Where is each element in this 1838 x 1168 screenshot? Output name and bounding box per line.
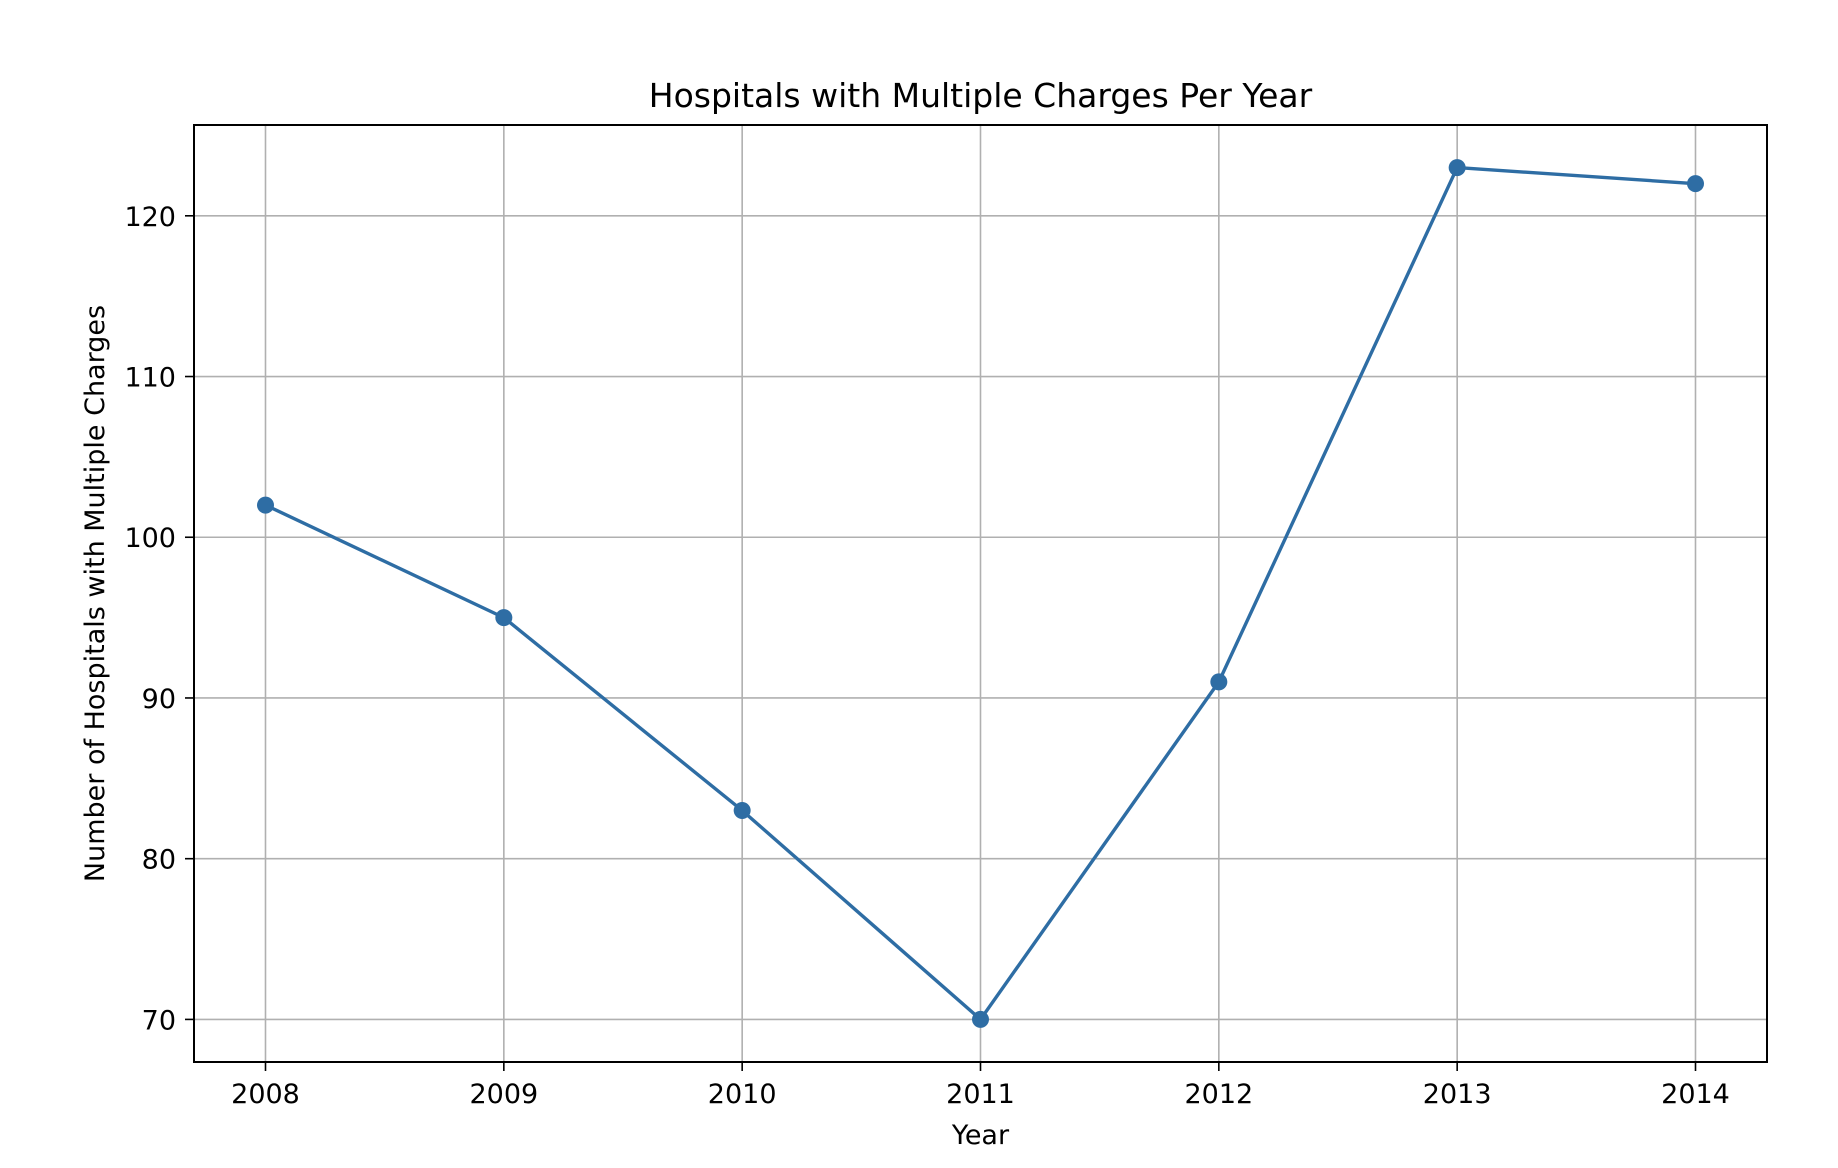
data-point [1687,175,1704,193]
data-point [495,609,513,627]
series-layer [257,159,1704,1028]
x-axis-label: Year [951,1120,1010,1151]
x-tick-label: 2009 [469,1079,538,1110]
x-tick-label: 2008 [231,1079,300,1110]
data-point [733,801,751,819]
data-point [1210,673,1228,691]
y-tick-label: 120 [124,202,176,233]
data-point [257,496,274,514]
y-tick-label: 100 [124,523,176,554]
ticks: 2008 2009 2010 2011 2012 2013 2014 70 80 90 100 110… [124,202,1729,1110]
data-point [972,1010,989,1028]
y-tick-label: 90 [142,684,176,715]
data-point [1448,159,1466,177]
y-axis-label: Number of Hospitals with Multiple Charge… [80,305,111,882]
x-tick-label: 2010 [708,1079,777,1110]
x-tick-label: 2013 [1423,1079,1492,1110]
x-tick-label: 2014 [1661,1079,1730,1110]
y-tick-label: 70 [142,1005,176,1036]
chart-title: Hospitals with Multiple Charges Per Year [649,76,1313,115]
y-tick-label: 80 [142,845,176,876]
y-tick-label: 110 [124,363,176,394]
x-tick-label: 2012 [1184,1079,1253,1110]
grid-lines [194,125,1767,1062]
x-tick-label: 2011 [946,1079,1015,1110]
